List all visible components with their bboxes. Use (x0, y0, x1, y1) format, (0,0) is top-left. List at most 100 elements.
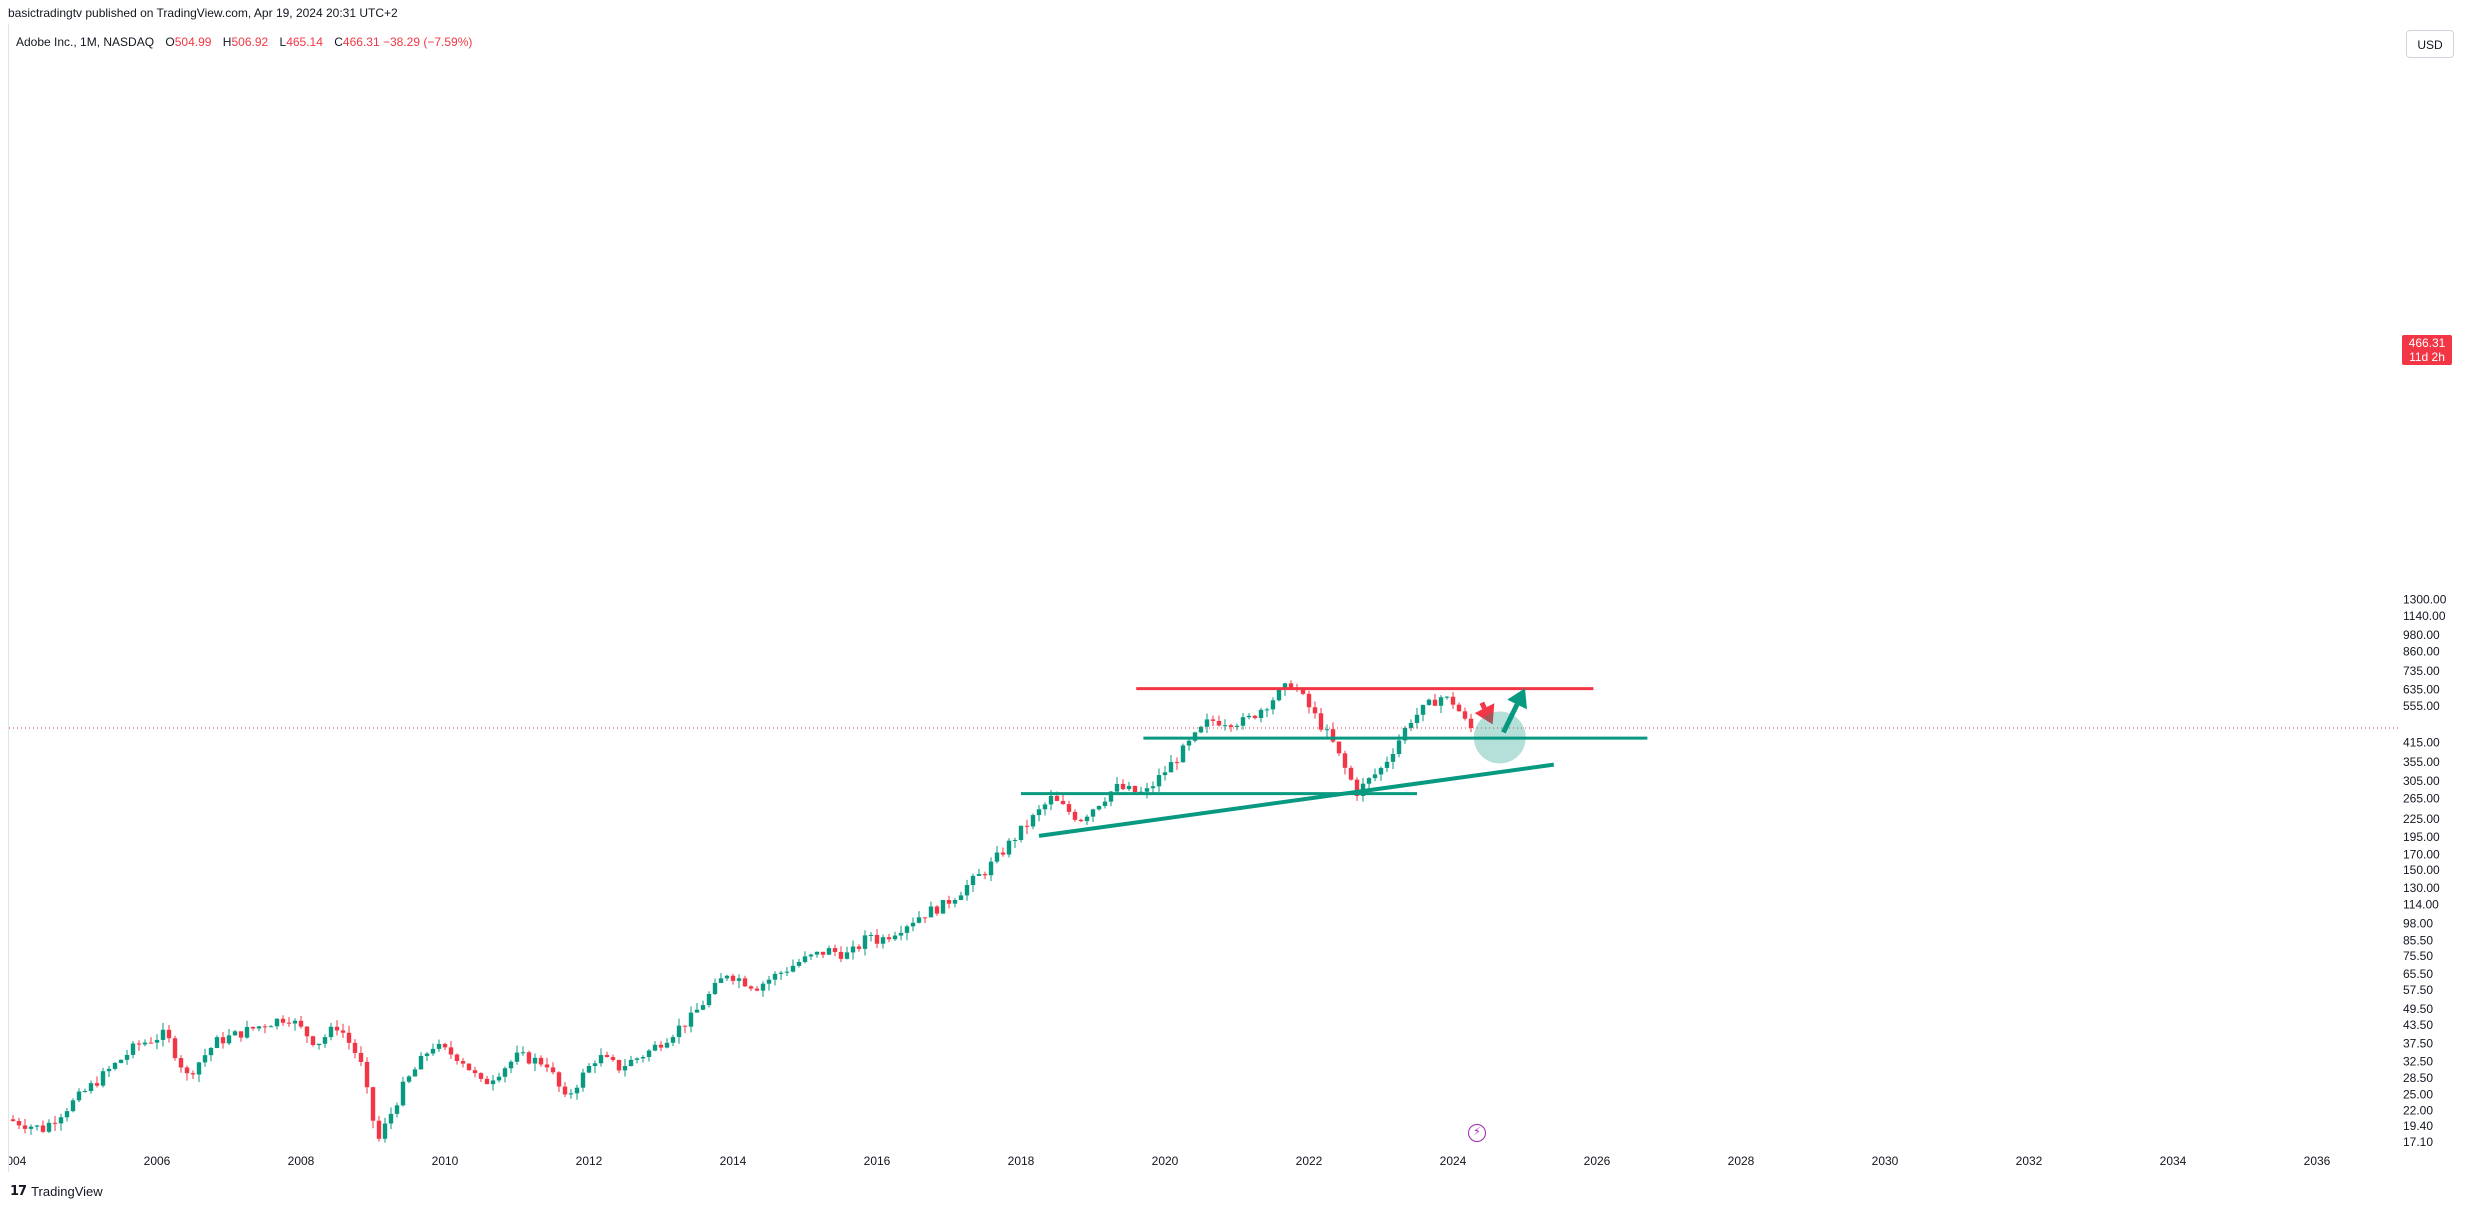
chart-pane[interactable]: 17.10 19.40 22.00 25.00 28.50 32.50 37.50 43.50… (8, 24, 2468, 1172)
candle-body (766, 979, 772, 984)
candle-body (736, 978, 742, 981)
price-axis: 17.10 19.40 22.00 25.00 28.50 32.50 37.50 43.50… (2403, 593, 2447, 1149)
candle-body (418, 1055, 424, 1070)
lightning-bolt-icon[interactable]: ⚡ (1468, 1124, 1486, 1142)
open-value: 504.99 (174, 35, 212, 49)
candle-body (220, 1037, 226, 1044)
candle-body (1012, 840, 1018, 842)
y-tick-label: 170.00 (2403, 847, 2440, 861)
candle-body (148, 1042, 154, 1044)
candle-body (250, 1026, 256, 1029)
candle-body (886, 937, 892, 940)
annotations (9, 687, 2399, 838)
candle-body (454, 1054, 460, 1061)
candle-body (184, 1067, 190, 1074)
currency-button[interactable]: USD (2406, 30, 2454, 58)
candle-body (1192, 732, 1198, 741)
candle-body (340, 1030, 346, 1033)
candle-body (820, 951, 826, 955)
candle-body (88, 1083, 94, 1092)
candle-body (1102, 801, 1108, 806)
y-tick-label: 43.50 (2403, 1018, 2433, 1032)
bar-countdown: 11d 2h (2409, 350, 2445, 364)
candle-body (1030, 815, 1036, 827)
candle-body (196, 1062, 202, 1075)
candle-body (934, 906, 940, 914)
candle-body (64, 1111, 70, 1118)
candle-body (892, 935, 898, 940)
down-arrow-head (1474, 703, 1495, 725)
candle-body (1144, 788, 1150, 792)
candle-body (28, 1126, 34, 1129)
candle-body (46, 1122, 52, 1132)
candle-body (748, 986, 754, 989)
x-tick-label: 2006 (144, 1154, 171, 1168)
candle-body (1198, 726, 1204, 733)
candle-body (562, 1086, 568, 1095)
chart-svg[interactable]: 17.10 19.40 22.00 25.00 28.50 32.50 37.50 43.50… (9, 24, 2469, 1172)
y-tick-label: 17.10 (2403, 1135, 2433, 1149)
candle-body (574, 1087, 580, 1094)
candle-body (904, 926, 910, 933)
high-value: 506.92 (231, 35, 269, 49)
candle-body (256, 1026, 262, 1029)
candle-body (1378, 767, 1384, 775)
time-axis: 2004 2006 2008 2010 2012 2014 2016 2018 2020 2022… (9, 1154, 2331, 1168)
candle-body (310, 1036, 316, 1046)
candle-body (1132, 785, 1138, 793)
y-tick-label: 19.40 (2403, 1119, 2433, 1133)
x-tick-label: 2016 (864, 1154, 891, 1168)
tradingview-logo-icon[interactable]: 𝟭𝟳 (10, 1183, 27, 1198)
candle-body (1408, 722, 1414, 728)
candle-body (1396, 740, 1402, 755)
candle-body (1054, 795, 1060, 801)
last-price-badge: 466.31 11d 2h (2402, 335, 2452, 365)
y-tick-label: 28.50 (2403, 1071, 2433, 1085)
candle-body (166, 1029, 172, 1039)
candle-body (298, 1020, 304, 1027)
symbol-name[interactable]: Adobe Inc., 1M, NASDAQ (16, 35, 155, 49)
candle-body (622, 1066, 628, 1071)
candle-body (1432, 699, 1438, 706)
candle-body (142, 1042, 148, 1045)
candle-body (82, 1091, 88, 1093)
candle-body (124, 1054, 130, 1060)
candle-body (880, 937, 886, 944)
candle-body (52, 1122, 58, 1124)
candle-body (712, 982, 718, 994)
candle-body (496, 1076, 502, 1081)
candle-body (1336, 741, 1342, 754)
candle-body (316, 1043, 322, 1046)
candle-body (394, 1105, 400, 1114)
candle-body (760, 983, 766, 991)
candle-body (610, 1057, 616, 1060)
y-tick-label: 150.00 (2403, 863, 2440, 877)
candle-body (1180, 745, 1186, 763)
candle-body (370, 1087, 376, 1121)
candle-body (1060, 800, 1066, 805)
y-tick-label: 25.00 (2403, 1087, 2433, 1101)
footer-brand[interactable]: TradingView (31, 1183, 103, 1199)
x-tick-label: 2028 (1728, 1154, 1755, 1168)
x-tick-label: 2004 (9, 1154, 27, 1168)
symbol-legend: Adobe Inc., 1M, NASDAQ O504.99 H506.92 L… (16, 35, 472, 49)
candle-body (478, 1073, 484, 1079)
candle-body (664, 1042, 670, 1048)
candle-body (1414, 714, 1420, 723)
candle-body (460, 1060, 466, 1064)
y-tick-label: 355.00 (2403, 755, 2440, 769)
candle-body (928, 906, 934, 918)
candle-body (778, 972, 784, 974)
candle-body (1126, 785, 1132, 790)
candle-body (970, 875, 976, 886)
candle-body (1018, 825, 1024, 841)
candle-body (796, 961, 802, 966)
candle-body (100, 1071, 106, 1086)
candle-body (724, 975, 730, 979)
candle-body (1084, 816, 1090, 822)
candle-body (826, 948, 832, 955)
candle-body (556, 1072, 562, 1087)
candle-body (388, 1113, 394, 1124)
candle-body (1270, 700, 1276, 710)
candle-body (1240, 717, 1246, 726)
